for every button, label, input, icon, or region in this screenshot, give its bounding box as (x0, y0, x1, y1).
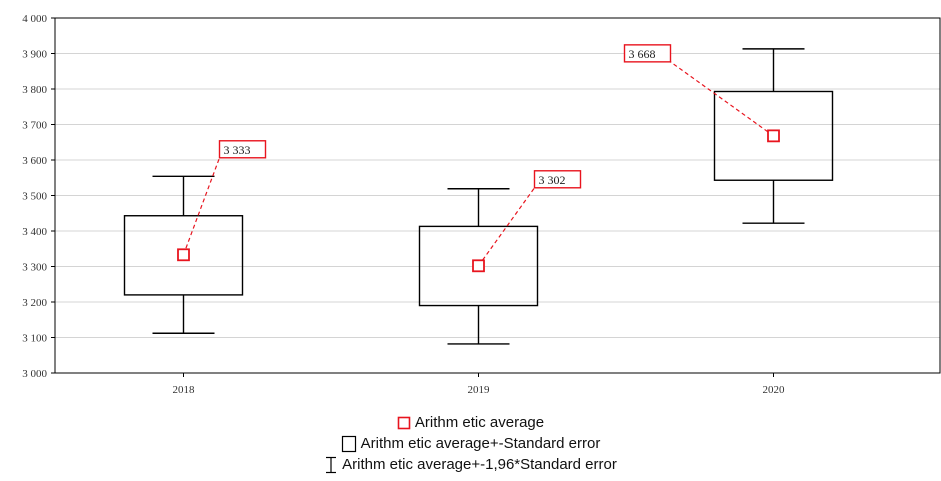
x-tick-label: 2018 (173, 384, 196, 396)
mean-label: 3 302 (539, 173, 566, 187)
mean-marker (472, 259, 485, 273)
y-tick-label: 3 500 (22, 191, 47, 203)
red-square-icon (397, 416, 411, 429)
x-axis-ticks: 2018 2019 2020 (173, 373, 786, 396)
y-tick-label: 3 300 (22, 262, 47, 274)
mean-label-box (218, 140, 267, 159)
y-tick-label: 4 000 (22, 13, 47, 25)
plot-frame (54, 17, 941, 374)
x-tick-label: 2019 (468, 384, 491, 396)
mean-annotation-2019: 3 302 (472, 170, 582, 273)
mean-annotation-2020: 3 668 (623, 44, 780, 143)
y-tick-label: 3 600 (22, 155, 47, 167)
legend: Arithm etic average Arithm etic average+… (0, 412, 941, 475)
mean-label-box (623, 44, 672, 63)
x-tick-label: 2020 (763, 384, 786, 396)
y-tick-label: 3 400 (22, 226, 47, 238)
mean-label: 3 333 (224, 143, 251, 157)
y-tick-label: 3 100 (22, 333, 47, 345)
mean-label: 3 668 (629, 47, 656, 61)
y-tick-label: 3 800 (22, 84, 47, 96)
mean-label-box (533, 170, 582, 189)
grid-lines (55, 53, 940, 338)
leader-line (670, 61, 774, 137)
y-axis-ticks: 3 000 3 100 3 200 3 300 3 400 3 500 3 600 3 700… (22, 13, 55, 380)
y-tick-label: 3 700 (22, 120, 47, 132)
box-group-2020 (713, 48, 834, 224)
mean-annotations: 3 333 3 302 3 668 (177, 44, 780, 273)
boxes (123, 48, 834, 345)
box-plot-chart: 3 000 3 100 3 200 3 300 3 400 3 500 3 600 3 700… (22, 13, 941, 396)
legend-item-mean: Arithm etic average (0, 412, 941, 433)
mean-marker (767, 129, 780, 143)
se-box (713, 90, 834, 181)
se-box (123, 215, 244, 296)
y-tick-label: 3 200 (22, 297, 47, 309)
se-box (418, 225, 539, 307)
legend-label-se: Arithm etic average+-Standard error (360, 435, 601, 452)
mean-annotation-2018: 3 333 (177, 140, 267, 262)
legend-label-mean: Arithm etic average (414, 414, 545, 431)
box-group-2018 (123, 175, 244, 334)
leader-line (182, 157, 221, 255)
y-tick-label: 3 900 (22, 49, 47, 61)
legend-item-ci: Arithm etic average+-1,96*Standard error (0, 454, 941, 475)
legend-label-ci: Arithm etic average+-1,96*Standard error (342, 456, 617, 473)
leader-line (478, 187, 535, 267)
mean-marker (177, 248, 190, 262)
y-tick-label: 3 000 (22, 368, 47, 380)
whisker-icon (326, 456, 337, 473)
box-group-2019 (418, 188, 539, 345)
legend-item-se: Arithm etic average+-Standard error (0, 433, 941, 454)
box-icon (341, 435, 356, 452)
